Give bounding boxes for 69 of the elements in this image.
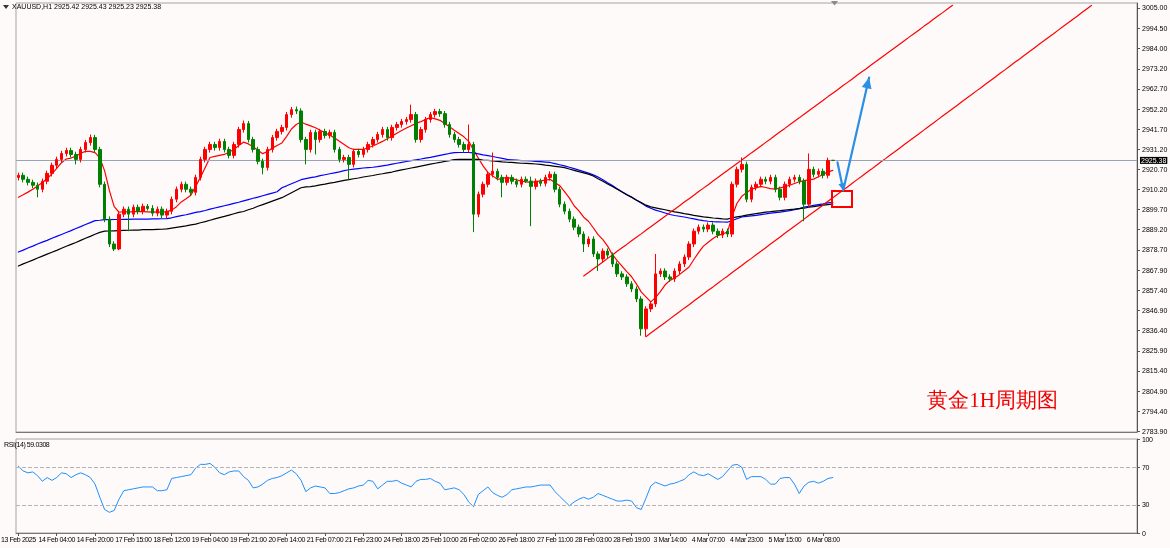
candlestick (79, 146, 82, 163)
candlestick (793, 174, 796, 183)
candlestick (84, 139, 87, 154)
candlestick (520, 176, 523, 188)
candlestick (266, 146, 269, 171)
candlestick (673, 267, 676, 283)
candlestick (175, 186, 178, 203)
candlestick (587, 235, 590, 248)
candlestick (347, 154, 351, 180)
candlestick (505, 174, 509, 186)
line-series (645, 4, 1093, 338)
candlestick (826, 157, 830, 179)
candlestick (151, 204, 154, 217)
candlestick (745, 161, 748, 203)
candlestick (290, 106, 293, 119)
candlestick (414, 111, 418, 144)
line-series (17, 462, 834, 513)
candlestick (817, 168, 820, 178)
candlestick (338, 146, 341, 163)
candlestick (328, 129, 332, 140)
candlestick (563, 201, 566, 215)
candlestick (309, 129, 312, 154)
candlestick (132, 204, 135, 218)
candlestick (381, 126, 384, 139)
candlestick (764, 176, 767, 185)
candlestick (534, 178, 538, 190)
candlestick (314, 129, 317, 155)
candlestick (807, 152, 811, 208)
candlestick (821, 168, 825, 179)
candlestick (156, 205, 159, 217)
candlestick (218, 138, 221, 152)
candlestick (323, 128, 327, 140)
candlestick (702, 223, 705, 233)
candlestick (146, 203, 149, 212)
candlestick (89, 134, 92, 147)
candlestick (510, 174, 514, 185)
annotation: 黄金1H周期图 (927, 387, 1059, 412)
candlestick (678, 260, 681, 275)
candlestick (127, 205, 130, 232)
candlestick (60, 150, 63, 163)
candlestick (601, 247, 605, 263)
candlestick (409, 104, 413, 124)
candlestick (659, 267, 662, 278)
candlestick (706, 221, 710, 233)
candlestick (352, 148, 355, 168)
candlestick (726, 228, 729, 238)
candlestick (769, 174, 772, 185)
candlestick (65, 147, 68, 158)
candlestick (17, 172, 20, 181)
candlestick (213, 141, 217, 152)
candlestick (831, 159, 835, 162)
candlestick (783, 181, 787, 201)
candlestick (194, 174, 197, 196)
candlestick (333, 129, 336, 154)
candlestick (472, 141, 475, 233)
candlestick (180, 181, 183, 193)
candlestick (342, 154, 346, 163)
candlestick (386, 126, 389, 142)
candlestick (467, 124, 470, 154)
candlestick (812, 166, 815, 178)
candlestick (136, 204, 140, 215)
candlestick (160, 205, 164, 219)
candlestick (802, 178, 806, 222)
candlestick (606, 247, 609, 259)
candlestick (539, 178, 542, 187)
candlestick (318, 128, 322, 144)
candlestick (357, 148, 360, 158)
candlestick (721, 228, 724, 239)
candlestick (141, 203, 145, 215)
